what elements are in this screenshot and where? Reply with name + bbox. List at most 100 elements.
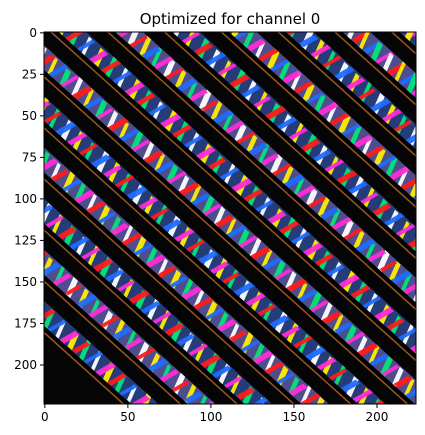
stripe-chip bbox=[216, 63, 237, 76]
stripe-chip bbox=[0, 266, 9, 279]
stripe-chip bbox=[242, 189, 263, 203]
stripe-chip bbox=[419, 0, 425, 4]
stripe-edge bbox=[44, 32, 416, 404]
stripe-chip bbox=[175, 69, 187, 90]
stripe-chip bbox=[256, 48, 279, 63]
stripe-chip bbox=[113, 175, 135, 189]
stripe-chip bbox=[380, 109, 402, 123]
stripe-chip bbox=[11, 23, 23, 45]
stripe-chip bbox=[46, 64, 69, 78]
stripe-chip bbox=[295, 185, 316, 199]
stripe-chip bbox=[185, 239, 206, 253]
stripe-chip bbox=[52, 273, 72, 286]
stripe-chip bbox=[407, 234, 416, 249]
stripe-chip bbox=[256, 304, 277, 317]
stripe-chip bbox=[199, 354, 221, 369]
stripe-chip bbox=[330, 216, 353, 231]
stripe-chip bbox=[320, 207, 340, 220]
stripe-chip bbox=[171, 380, 190, 392]
stripe-chip bbox=[336, 419, 346, 435]
stripe-chip bbox=[150, 208, 169, 220]
y-tick-label: 150 bbox=[14, 275, 37, 289]
stripe-chip bbox=[234, 123, 247, 144]
stripe-chip bbox=[410, 84, 416, 96]
stripe-chip bbox=[198, 89, 212, 113]
stripe-chip bbox=[324, 408, 335, 429]
stripe-chip bbox=[0, 109, 3, 128]
stripe-chip bbox=[277, 8, 288, 28]
stripe-chip bbox=[85, 200, 106, 214]
stripe-chip bbox=[396, 327, 416, 342]
stripe-chip bbox=[218, 167, 240, 181]
stripe-chip bbox=[183, 135, 203, 148]
stripe-chip bbox=[281, 326, 300, 338]
stripe-chip bbox=[141, 405, 163, 419]
stripe-chip bbox=[229, 329, 248, 342]
stripe-shadow bbox=[44, 32, 416, 403]
stripe-chip bbox=[138, 0, 149, 5]
stripe-chip bbox=[260, 153, 279, 166]
stripe-chip bbox=[228, 74, 250, 88]
stripe-chip bbox=[142, 141, 155, 164]
x-tick-label: 0 bbox=[41, 410, 49, 424]
stripe-chip bbox=[282, 174, 305, 189]
stripe-chip bbox=[374, 307, 395, 321]
stripe-chip bbox=[164, 322, 185, 336]
stripe-chip bbox=[329, 207, 341, 229]
stripe-chip bbox=[262, 257, 282, 270]
stripe-chip bbox=[158, 113, 182, 129]
stripe-edge bbox=[44, 34, 416, 404]
stripe-chip bbox=[99, 315, 119, 328]
stripe-chip bbox=[232, 282, 255, 297]
stripe-chip bbox=[50, 162, 61, 181]
stripe-chip bbox=[213, 206, 226, 227]
stripe-chip bbox=[420, 246, 425, 258]
stripe-chip bbox=[204, 308, 224, 321]
stripe-chip bbox=[320, 302, 333, 324]
stripe-chip bbox=[99, 60, 122, 75]
stripe-chip bbox=[211, 109, 234, 125]
stripe-chip bbox=[107, 110, 118, 131]
x-tick-label: 100 bbox=[199, 410, 222, 424]
stripe-chip bbox=[246, 134, 258, 153]
stripe-chip bbox=[106, 117, 129, 133]
stripe-chip bbox=[346, 77, 366, 90]
stripe-edge bbox=[44, 32, 416, 403]
stripe-band bbox=[44, 32, 416, 400]
stripe-chip bbox=[281, 70, 303, 84]
stripe-chip bbox=[248, 142, 269, 156]
stripe-chip bbox=[92, 3, 113, 16]
stripe-chip bbox=[30, 246, 42, 266]
stripe-chip bbox=[323, 415, 344, 428]
stripe-chip bbox=[44, 308, 56, 323]
stripe-chip bbox=[237, 235, 258, 249]
stripe-chip bbox=[14, 136, 35, 149]
stripe-chip bbox=[207, 0, 219, 18]
stripe-chip bbox=[324, 0, 334, 17]
stripe-shadow bbox=[44, 59, 416, 404]
stripe-chip bbox=[135, 0, 153, 1]
stripe-chip bbox=[253, 0, 264, 7]
stripe-chip bbox=[26, 89, 37, 108]
stripe-chip bbox=[138, 197, 159, 210]
x-tick-label: 50 bbox=[120, 410, 135, 424]
stripe-edge bbox=[61, 32, 416, 347]
stripe-chip bbox=[1, 125, 24, 140]
stripe-chip bbox=[19, 286, 31, 308]
stripe-chip bbox=[311, 396, 325, 404]
stripe-chip bbox=[120, 232, 143, 247]
y-tick-label: 175 bbox=[14, 316, 37, 330]
stripe-shadow bbox=[112, 32, 416, 290]
stripe-chip bbox=[386, 318, 405, 330]
stripe-chip bbox=[291, 335, 313, 349]
stripe-chip bbox=[110, 222, 130, 236]
stripe-chip bbox=[339, 20, 357, 32]
stripe-chip bbox=[374, 146, 386, 167]
stripe-chip bbox=[66, 132, 88, 146]
stripe-chip bbox=[131, 139, 151, 152]
stripe-chip bbox=[419, 135, 425, 158]
stripe-chip bbox=[222, 17, 242, 30]
stripe-chip bbox=[353, 230, 365, 250]
